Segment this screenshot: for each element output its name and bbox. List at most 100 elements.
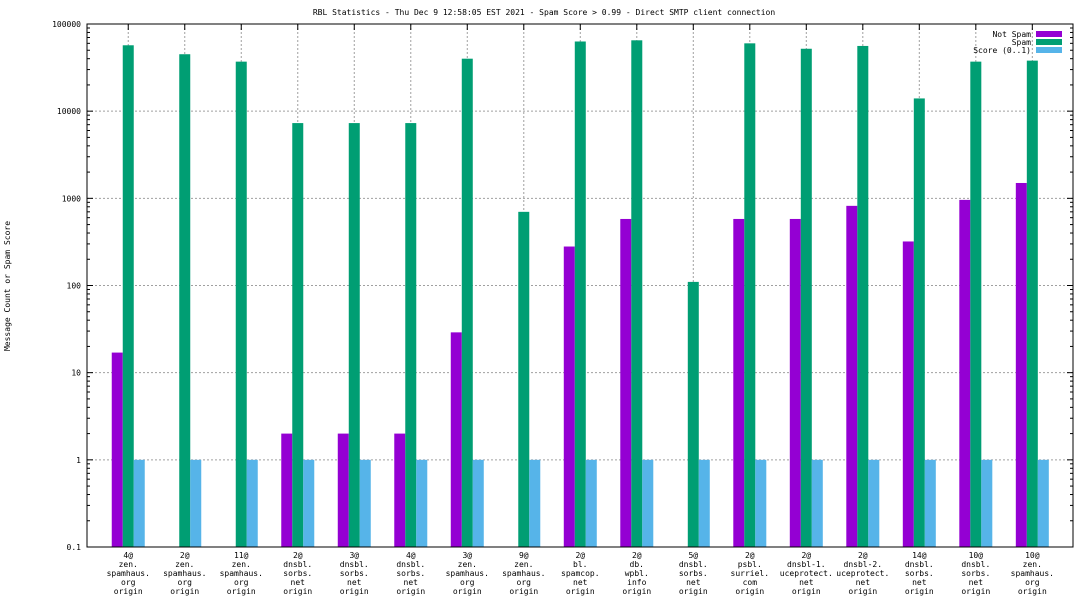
x-tick-label: net: [969, 578, 984, 587]
x-tick-labels: 4@zen.spamhaus.orgorigin2@zen.spamhaus.o…: [107, 551, 1054, 596]
x-tick-label: origin: [1018, 587, 1047, 596]
x-tick-label: org: [121, 578, 136, 587]
bar-spam: [348, 123, 360, 548]
bar-not-spam: [959, 199, 971, 547]
x-tick-label: 2@: [293, 551, 303, 560]
x-tick-label: spamhaus.: [502, 569, 545, 578]
x-tick-label: 3@: [349, 551, 359, 560]
legend-label: Not Spam: [992, 30, 1031, 39]
x-tick-label: sorbs.: [396, 569, 425, 578]
bar-score-0-1: [359, 459, 371, 547]
x-tick-label: zen.: [514, 560, 533, 569]
bar-spam: [179, 54, 191, 548]
bar-score-0-1: [133, 459, 145, 547]
bar-score-0-1: [698, 459, 710, 547]
x-tick-label: origin: [679, 587, 708, 596]
bar-spam: [292, 123, 304, 548]
x-tick-label: net: [347, 578, 362, 587]
bar-not-spam: [450, 332, 462, 547]
bar-score-0-1: [529, 459, 541, 547]
x-tick-label: sorbs.: [961, 569, 990, 578]
bar-score-0-1: [1037, 459, 1049, 547]
bar-spam: [235, 61, 247, 547]
bar-spam: [913, 98, 925, 548]
x-tick-label: sorbs.: [905, 569, 934, 578]
y-tick-label: 100000: [52, 20, 81, 29]
x-tick-label: 3@: [462, 551, 472, 560]
bar-score-0-1: [924, 459, 936, 547]
x-tick-label: net: [291, 578, 306, 587]
bar-spam: [800, 48, 812, 548]
bar-not-spam: [337, 433, 349, 547]
x-tick-label: dnsbl-2.: [844, 560, 883, 569]
bar-not-spam: [846, 205, 858, 547]
bar-spam: [970, 61, 982, 547]
x-tick-label: dnsbl.: [283, 560, 312, 569]
bar-not-spam: [281, 433, 293, 547]
x-tick-label: origin: [735, 587, 764, 596]
x-tick-label: dnsbl-1.: [787, 560, 826, 569]
y-tick-label: 1000: [62, 194, 81, 203]
y-axis-label: Message Count or Spam Score: [3, 221, 12, 351]
bar-not-spam: [563, 246, 575, 548]
x-tick-label: sorbs.: [283, 569, 312, 578]
bar-score-0-1: [472, 459, 484, 547]
x-tick-label: spamhaus.: [163, 569, 206, 578]
legend-swatch: [1036, 31, 1062, 37]
x-tick-label: com: [743, 578, 758, 587]
x-tick-label: origin: [396, 587, 425, 596]
x-tick-label: dnsbl.: [961, 560, 990, 569]
y-tick-label: 0.1: [67, 543, 82, 552]
bar-not-spam: [902, 241, 914, 547]
x-tick-label: org: [1025, 578, 1040, 587]
x-tick-label: net: [686, 578, 701, 587]
x-tick-label: net: [573, 578, 588, 587]
x-tick-label: 2@: [632, 551, 642, 560]
x-tick-label: origin: [114, 587, 143, 596]
x-tick-label: spamhaus.: [107, 569, 150, 578]
bar-score-0-1: [981, 459, 993, 547]
x-tick-label: net: [799, 578, 814, 587]
x-tick-label: origin: [509, 587, 538, 596]
y-tick-label: 100: [67, 282, 82, 291]
bar-spam: [518, 211, 530, 547]
x-tick-label: 4@: [123, 551, 133, 560]
y-tick-label: 1: [76, 456, 81, 465]
x-tick-label: org: [517, 578, 532, 587]
x-tick-label: zen.: [1023, 560, 1042, 569]
bar-score-0-1: [755, 459, 767, 547]
bar-not-spam: [620, 218, 632, 547]
bar-spam: [1026, 60, 1038, 547]
bar-score-0-1: [416, 459, 428, 547]
x-tick-label: 10@: [1025, 551, 1040, 560]
x-tick-label: origin: [227, 587, 256, 596]
bar-spam: [405, 123, 417, 548]
x-tick-label: dnsbl.: [905, 560, 934, 569]
bar-score-0-1: [811, 459, 823, 547]
x-tick-label: org: [234, 578, 249, 587]
x-tick-label: 4@: [406, 551, 416, 560]
x-tick-label: origin: [961, 587, 990, 596]
x-tick-label: dnsbl.: [679, 560, 708, 569]
bar-not-spam: [733, 218, 745, 547]
x-tick-label: uceprotect.: [836, 569, 889, 578]
bar-not-spam: [394, 433, 406, 547]
x-tick-label: sorbs.: [340, 569, 369, 578]
x-tick-label: 9@: [519, 551, 529, 560]
bar-spam: [574, 41, 586, 547]
x-tick-label: org: [178, 578, 193, 587]
bar-not-spam: [1015, 182, 1027, 547]
x-tick-label: wpbl.: [625, 569, 649, 578]
chart-title: RBL Statistics - Thu Dec 9 12:58:05 EST …: [313, 8, 776, 17]
bar-not-spam: [789, 218, 801, 547]
legend-label: Score (0..1): [973, 46, 1031, 55]
x-tick-label: origin: [340, 587, 369, 596]
x-tick-label: origin: [453, 587, 482, 596]
plot-border: [86, 23, 1074, 548]
x-tick-label: org: [460, 578, 475, 587]
bar-score-0-1: [868, 459, 880, 547]
x-tick-label: 2@: [575, 551, 585, 560]
bar-spam: [461, 58, 473, 547]
